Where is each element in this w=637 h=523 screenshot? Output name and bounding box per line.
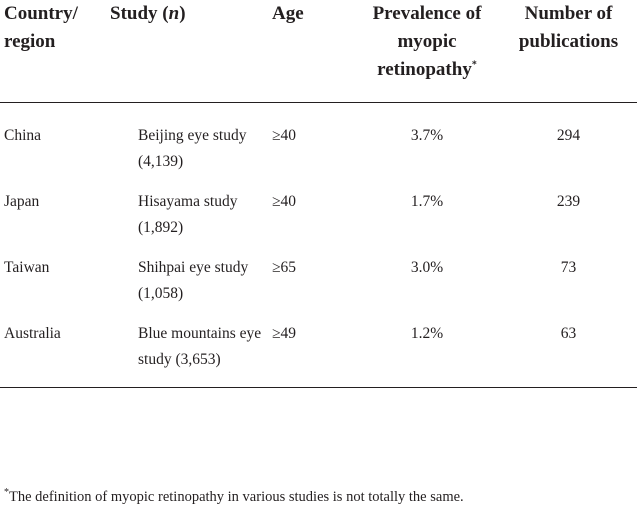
header-study: Study (n)	[108, 0, 270, 103]
table-row: China Beijing eye study (4,139) ≥40 3.7%…	[0, 103, 637, 190]
cell-prevalence: 3.0%	[410, 259, 444, 276]
cell-study: Hisayama study (1,892)	[138, 193, 238, 236]
table-row: Taiwan Shihpai eye study (1,058) ≥65 3.0…	[0, 255, 637, 321]
prevalence-table-container: Country/ region Study (n) Age Prevalence…	[0, 0, 637, 388]
table-body: China Beijing eye study (4,139) ≥40 3.7%…	[0, 103, 637, 388]
cell-prevalence: 1.2%	[410, 325, 444, 342]
header-country: Country/ region	[4, 3, 78, 52]
cell-publications: 73	[560, 259, 577, 276]
header-prevalence-text: Prevalence of myopic retinopathy	[372, 3, 482, 80]
prevalence-table: Country/ region Study (n) Age Prevalence…	[0, 0, 637, 388]
header-study-prefix: Study (	[110, 3, 169, 24]
header-age: Age	[272, 3, 304, 24]
footnote-mark: *	[4, 487, 9, 499]
cell-age: ≥65	[272, 259, 297, 276]
header-publications: Number of publications	[518, 3, 619, 52]
header-prevalence: Prevalence of myopic retinopathy*	[354, 0, 500, 103]
cell-prevalence: 1.7%	[410, 193, 444, 210]
header-study-n: n	[168, 3, 180, 24]
cell-study: Beijing eye study (4,139)	[138, 127, 247, 170]
cell-age: ≥40	[272, 127, 297, 144]
header-prevalence-mark: *	[471, 59, 477, 71]
table-footnote: *The definition of myopic retinopathy in…	[4, 487, 634, 507]
header-row: Country/ region Study (n) Age Prevalence…	[0, 0, 637, 103]
cell-country: Japan	[4, 193, 40, 210]
cell-age: ≥40	[272, 193, 297, 210]
table-header: Country/ region Study (n) Age Prevalence…	[0, 0, 637, 103]
cell-study: Blue mountains eye study (3,653)	[138, 325, 262, 368]
footnote-text: The definition of myopic retinopathy in …	[9, 489, 464, 505]
table-row: Japan Hisayama study (1,892) ≥40 1.7% 23…	[0, 189, 637, 255]
cell-publications: 239	[556, 193, 581, 210]
cell-prevalence: 3.7%	[410, 127, 444, 144]
cell-country: China	[4, 127, 42, 144]
cell-country: Taiwan	[4, 259, 50, 276]
header-study-suffix: )	[179, 3, 186, 24]
table-row: Australia Blue mountains eye study (3,65…	[0, 321, 637, 388]
cell-country: Australia	[4, 325, 61, 342]
cell-publications: 63	[560, 325, 577, 342]
cell-study: Shihpai eye study (1,058)	[138, 259, 249, 302]
cell-age: ≥49	[272, 325, 297, 342]
cell-publications: 294	[556, 127, 581, 144]
